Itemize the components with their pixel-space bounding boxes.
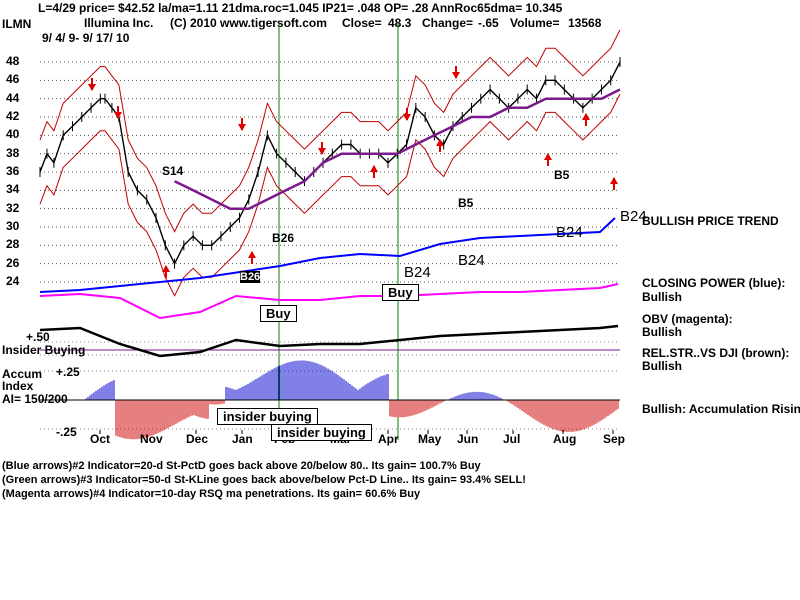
- signal-arrow-head: [248, 251, 256, 258]
- accum-ai: AI= 150/200: [2, 392, 68, 406]
- y-tick-label: 32: [6, 200, 20, 215]
- signal-arrow-head: [162, 265, 170, 272]
- date-range: 9/ 4/ 9- 9/ 17/ 10: [42, 31, 130, 45]
- closing-power-line: [39, 217, 616, 293]
- insider-buying-box-1: insider buying: [217, 408, 318, 425]
- x-month-label: May: [418, 432, 442, 446]
- y-tick-label: 48: [6, 54, 20, 68]
- plus50-label: +.50: [26, 330, 50, 344]
- x-month-label: Nov: [140, 432, 163, 446]
- signal-arrow-head: [88, 84, 96, 91]
- y-tick-label: 24: [6, 274, 20, 288]
- legend-line-2: (Green arrows)#3 Indicator=50-d St-KLine…: [2, 474, 526, 486]
- trend-label: BULLISH PRICE TREND: [642, 214, 779, 228]
- y-tick-label: 30: [6, 219, 20, 233]
- signal-arrow-head: [436, 139, 444, 146]
- buy-box-2: Buy: [382, 284, 419, 301]
- close-value: 48.3: [388, 16, 412, 30]
- obv-line: [39, 283, 619, 320]
- b5-label-a: B5: [458, 196, 474, 210]
- minus25-label: -.25: [56, 425, 77, 439]
- change-value: -.65: [478, 16, 499, 30]
- insider-buying-box-2: insider buying: [271, 424, 372, 441]
- y-tick-label: 40: [6, 127, 20, 142]
- y-tick-label: 26: [6, 255, 20, 270]
- signal-arrow-head: [114, 112, 122, 119]
- accum-title-1: Accum: [2, 367, 43, 381]
- closing-power-title: CLOSING POWER (blue):: [642, 276, 786, 290]
- x-month-label: Jun: [457, 432, 479, 446]
- price-line: [39, 61, 621, 266]
- insider-buying-label: Insider Buying: [2, 343, 86, 357]
- copyright: (C) 2010 www.tigersoft.com: [170, 16, 327, 30]
- b-signal-cluster: B26: [240, 271, 261, 283]
- y-tick-label: 34: [6, 182, 20, 197]
- y-tick-label: 46: [6, 72, 20, 87]
- b24-label-d: B24: [620, 208, 647, 225]
- signal-arrow-head: [370, 165, 378, 172]
- header-stats: L=4/29 price= $42.52 la/ma=1.11 21dma.ro…: [38, 1, 563, 15]
- x-month-label: Oct: [90, 432, 111, 446]
- upper-band: [39, 29, 621, 233]
- x-month-label: Dec: [186, 432, 209, 446]
- y-tick-label: 42: [6, 109, 20, 123]
- b24-label-b: B24: [458, 252, 485, 269]
- close-label: Close=: [342, 16, 382, 30]
- signal-arrow-head: [318, 148, 326, 155]
- volume-label: Volume=: [510, 16, 560, 30]
- relstr-line: [39, 324, 619, 358]
- ma65-line: [174, 88, 621, 210]
- signal-arrow-head: [238, 124, 246, 131]
- s14-label: S14: [162, 164, 184, 178]
- ticker-symbol: ILMN: [2, 17, 32, 31]
- y-tick-label: 36: [6, 164, 20, 178]
- b5-label-b: B5: [554, 168, 570, 182]
- x-month-label: Apr: [378, 432, 399, 446]
- b24-label-c: B24: [556, 224, 583, 241]
- signal-arrow-head: [582, 113, 590, 120]
- x-month-label: Aug: [553, 432, 577, 446]
- obv-title: OBV (magenta):: [642, 312, 733, 326]
- company-name: Illumina Inc.: [84, 16, 154, 30]
- signal-arrow-head: [452, 72, 460, 79]
- signal-arrow-head: [610, 177, 618, 184]
- b24-label-a: B24: [404, 264, 431, 281]
- accum-summary: Bullish: Accumulation Rising: [642, 402, 800, 416]
- change-label: Change=: [422, 16, 474, 30]
- y-tick-label: 28: [6, 237, 20, 252]
- relstr-title: REL.STR..VS DJI (brown):: [642, 346, 790, 360]
- signal-arrow-head: [544, 153, 552, 160]
- y-tick-label: 44: [6, 90, 20, 105]
- y-tick-label: 38: [6, 145, 20, 160]
- x-month-label: Jan: [232, 432, 253, 446]
- legend-line-3: (Magenta arrows)#4 Indicator=10-day RSQ …: [2, 488, 421, 500]
- relstr-value: Bullish: [642, 359, 683, 373]
- accum-title-2: Index: [2, 379, 34, 393]
- obv-value: Bullish: [642, 325, 683, 339]
- x-month-label: Sep: [603, 432, 626, 446]
- buy-box-1: Buy: [260, 305, 297, 322]
- plus25-label: +.25: [56, 365, 80, 379]
- lower-band: [39, 93, 621, 297]
- legend-line-1: (Blue arrows)#2 Indicator=20-d St-PctD g…: [2, 460, 481, 472]
- signal-arrow-head: [403, 114, 411, 121]
- x-month-label: Jul: [503, 432, 521, 446]
- volume-value: 13568: [568, 16, 602, 30]
- b26-label: B26: [272, 231, 295, 245]
- closing-power-value: Bullish: [642, 290, 683, 304]
